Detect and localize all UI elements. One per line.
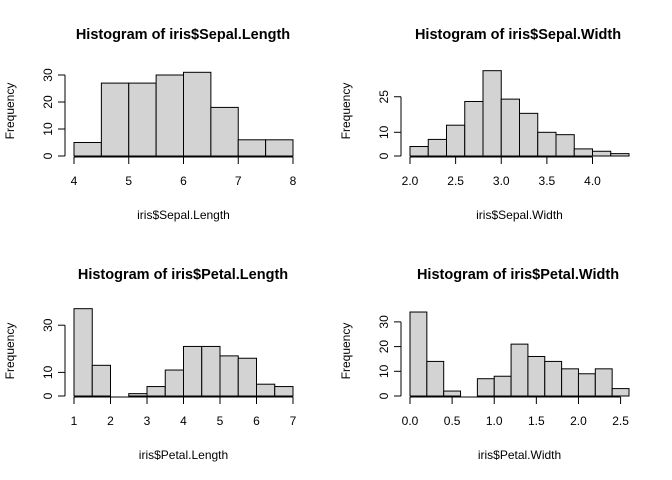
histogram-bar xyxy=(183,71,212,157)
x-tick-label: 3.0 xyxy=(493,174,510,188)
histogram-bar xyxy=(611,388,630,397)
x-tick-label: 7 xyxy=(235,174,242,188)
y-tick-label: 10 xyxy=(41,122,55,136)
x-tick-label: 0.5 xyxy=(444,414,461,428)
x-tick-label: 2 xyxy=(107,414,114,428)
histogram-bar xyxy=(128,393,148,397)
histogram-bar xyxy=(237,139,267,157)
x-tick-label: 2.0 xyxy=(402,174,419,188)
histogram-bar xyxy=(464,100,484,157)
x-tick-label: 4.0 xyxy=(584,174,601,188)
histogram-bar xyxy=(274,386,294,397)
x-tick-label: 3 xyxy=(144,414,151,428)
histogram-bar xyxy=(610,153,630,157)
histogram-bar xyxy=(409,311,428,397)
histogram-bar xyxy=(476,378,495,397)
x-tick-label: 5 xyxy=(125,174,132,188)
histogram-panel-3: Histogram of iris$Petal.Length 1 2 3 4 5 6 7 0 10… xyxy=(3,267,297,462)
histogram-bar xyxy=(493,375,512,397)
histogram-bar xyxy=(155,74,184,157)
histogram-panel-2: Histogram of iris$Sepal.Width 2.0 2.5 3.0 3.… xyxy=(339,27,630,222)
y-tick-label: 0 xyxy=(41,152,55,159)
histogram-bar xyxy=(500,98,520,157)
histogram-bar xyxy=(446,124,466,157)
y-tick-label: 25 xyxy=(377,90,391,104)
x-axis-label: iris$Sepal.Width xyxy=(476,208,563,222)
x-tick-label: 5 xyxy=(217,414,224,428)
x-tick-label: 8 xyxy=(290,174,297,188)
x-axis-label: iris$Sepal.Length xyxy=(137,208,230,222)
histogram-bar xyxy=(537,131,557,157)
histogram-bar xyxy=(100,82,130,157)
histogram-bar xyxy=(544,360,563,397)
y-tick-label: 30 xyxy=(377,315,391,329)
histogram-bar xyxy=(427,138,447,157)
y-tick-label: 20 xyxy=(41,95,55,109)
y-axis-label: Frequency xyxy=(3,83,17,140)
x-tick-label: 0.0 xyxy=(402,414,419,428)
y-tick-label: 20 xyxy=(377,340,391,354)
x-tick-label: 7 xyxy=(290,414,297,428)
histogram-panel-4: Histogram of iris$Petal.Width 0.0 0.5 1.0 1.… xyxy=(339,267,630,462)
x-tick-label: 2.5 xyxy=(447,174,464,188)
histogram-bar xyxy=(256,383,276,397)
y-tick-label: 10 xyxy=(377,364,391,378)
histogram-bar xyxy=(426,360,445,397)
y-tick-label: 0 xyxy=(377,392,391,399)
chart-title: Histogram of iris$Petal.Length xyxy=(78,267,288,283)
histogram-bar xyxy=(555,134,575,157)
histogram-bar xyxy=(91,364,111,397)
x-tick-label: 6 xyxy=(180,174,187,188)
y-axis-label: Frequency xyxy=(3,323,17,380)
y-tick-label: 10 xyxy=(377,125,391,139)
x-tick-label: 6 xyxy=(253,414,260,428)
x-tick-label: 1.0 xyxy=(486,414,503,428)
y-axis-label: Frequency xyxy=(339,83,353,140)
chart-title: Histogram of iris$Sepal.Width xyxy=(415,27,621,43)
histogram-bar xyxy=(409,146,429,157)
histogram-bar xyxy=(219,355,239,397)
histogram-bar xyxy=(561,368,579,397)
histogram-bar xyxy=(265,139,294,157)
histogram-bar xyxy=(183,345,203,397)
x-axis-label: iris$Petal.Width xyxy=(478,448,561,462)
y-tick-label: 30 xyxy=(41,68,55,82)
chart-title: Histogram of iris$Petal.Width xyxy=(417,267,619,283)
histogram-bar xyxy=(201,345,221,397)
y-tick-label: 0 xyxy=(377,152,391,159)
chart-title: Histogram of iris$Sepal.Length xyxy=(76,27,290,43)
x-tick-label: 4 xyxy=(180,414,187,428)
histogram-bar xyxy=(527,355,546,397)
histogram-bar xyxy=(73,308,93,397)
x-tick-label: 1 xyxy=(71,414,78,428)
histogram-bar xyxy=(577,373,596,397)
histogram-bar xyxy=(146,386,166,397)
y-tick-label: 10 xyxy=(41,365,55,379)
y-tick-label: 0 xyxy=(41,392,55,399)
histogram-bar xyxy=(73,142,102,157)
histogram-bar xyxy=(519,112,539,157)
histogram-bar xyxy=(128,82,157,157)
y-axis-label: Frequency xyxy=(339,323,353,380)
x-tick-label: 1.5 xyxy=(528,414,545,428)
x-tick-label: 4 xyxy=(71,174,78,188)
x-tick-label: 2.0 xyxy=(570,414,587,428)
histogram-bar xyxy=(443,390,462,397)
histogram-bar xyxy=(210,106,239,157)
histogram-bar xyxy=(510,343,529,397)
histogram-bar xyxy=(594,368,613,397)
x-tick-label: 3.5 xyxy=(539,174,556,188)
histogram-bar xyxy=(237,357,257,397)
histogram-bar xyxy=(482,70,502,157)
histogram-bar xyxy=(592,150,612,157)
histogram-bar xyxy=(573,148,593,157)
histogram-panel-1: Histogram of iris$Sepal.Length 4 5 6 7 8 0 10 20… xyxy=(3,27,297,222)
histogram-bar xyxy=(164,369,184,397)
y-tick-label: 30 xyxy=(41,318,55,332)
x-tick-label: 2.5 xyxy=(612,414,629,428)
x-axis-label: iris$Petal.Length xyxy=(139,448,228,462)
